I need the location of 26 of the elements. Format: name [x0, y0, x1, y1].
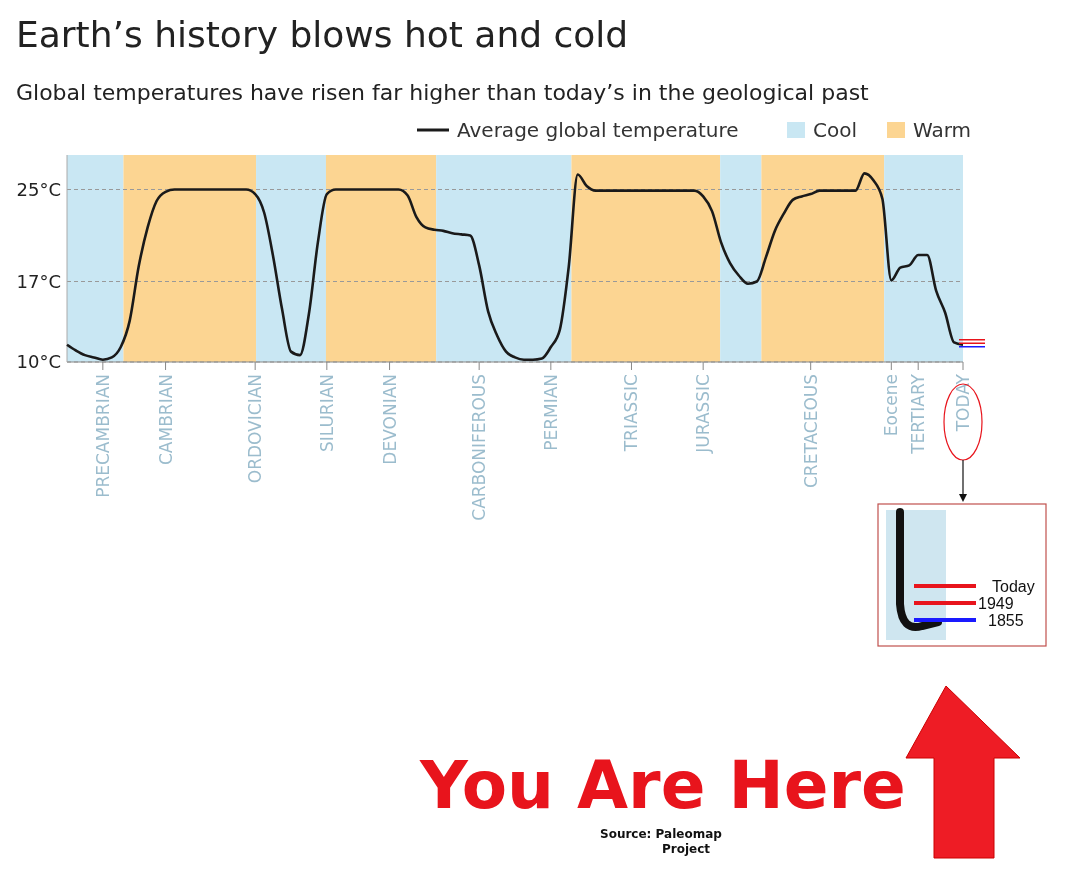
text: Today: [992, 577, 1035, 595]
x-tick-label: TODAY: [952, 373, 973, 433]
source-note: Source: Paleomap Project: [600, 827, 723, 856]
x-tick-label: TERTIARY: [908, 373, 929, 455]
x-tick-label: SILURIAN: [316, 374, 337, 453]
x-tick-label: PERMIAN: [540, 374, 561, 451]
x-tick-label: ORDOVICIAN: [245, 374, 266, 484]
y-tick-label: 17°C: [16, 270, 61, 292]
legend-label: Average global temperature: [457, 118, 739, 142]
x-tick-label: PRECAMBRIAN: [92, 374, 113, 498]
text: 1949: [978, 594, 1014, 612]
x-tick-label: DEVONIAN: [379, 374, 400, 465]
x-tick-label: TRIASSIC: [621, 374, 642, 453]
text: 1855: [988, 611, 1024, 629]
y-tick-label: 25°C: [16, 178, 61, 200]
text: Cool: [813, 118, 857, 142]
chart-title: Earth’s history blows hot and cold: [16, 14, 629, 55]
text: You Are Here: [419, 747, 906, 824]
y-tick-label: 10°C: [16, 351, 61, 373]
x-tick-label: Eocene: [881, 374, 902, 437]
x-tick-label: CRETACEOUS: [800, 374, 821, 489]
x-tick-label: CARBONIFEROUS: [469, 374, 490, 521]
chart-subtitle: Global temperatures have risen far higher than today’s in the geological past: [16, 80, 870, 105]
x-tick-label: JURASSIC: [693, 374, 714, 454]
x-tick-label: CAMBRIAN: [155, 374, 176, 466]
text: Warm: [913, 118, 972, 142]
